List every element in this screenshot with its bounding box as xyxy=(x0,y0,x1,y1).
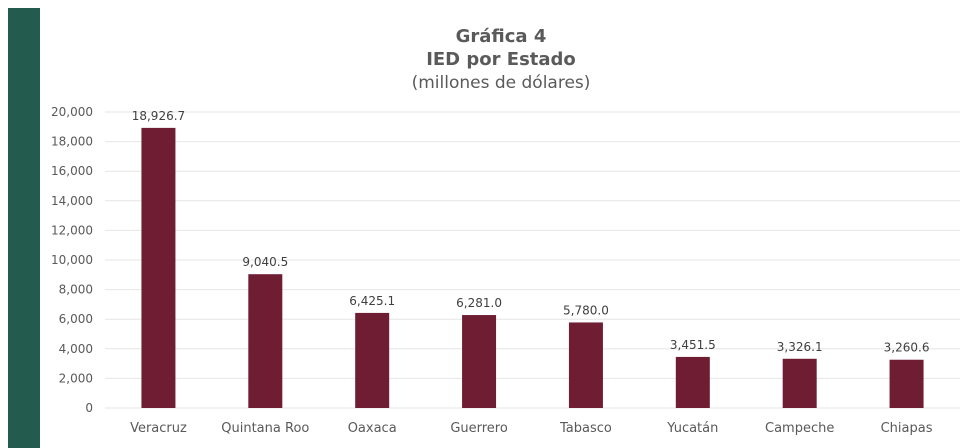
x-category-label: Quintana Roo xyxy=(221,421,309,436)
y-tick-label: 16,000 xyxy=(51,164,93,178)
bar-tabasco xyxy=(568,322,603,408)
x-axis-categories: Veracruz Quintana Roo Oaxaca Guerrero Tabasc… xyxy=(130,421,933,436)
y-tick-label: 8,000 xyxy=(59,283,93,297)
chart-title-block: Gráfica 4 IED por Estado (millones de dó… xyxy=(40,26,962,94)
data-label: 18,926.7 xyxy=(132,109,185,123)
y-tick-label: 20,000 xyxy=(51,105,93,119)
bar-oaxaca xyxy=(355,312,390,408)
chart-unit: (millones de dólares) xyxy=(411,73,591,93)
data-labels: 18,926.7 9,040.5 6,425.1 6,281.0 5,780.0 3,45… xyxy=(132,109,930,355)
data-label: 3,260.6 xyxy=(884,341,930,355)
x-category-label: Yucatán xyxy=(666,421,718,436)
data-label: 9,040.5 xyxy=(242,255,288,269)
chart-title: Gráfica 4 xyxy=(455,26,547,47)
data-label: 6,281.0 xyxy=(456,296,502,310)
bar-quintana-roo xyxy=(248,274,283,408)
data-label: 3,451.5 xyxy=(670,338,716,352)
data-label: 5,780.0 xyxy=(563,303,609,317)
x-category-label: Guerrero xyxy=(450,421,508,436)
y-tick-label: 10,000 xyxy=(51,253,93,267)
y-tick-label: 6,000 xyxy=(59,312,93,326)
gridlines xyxy=(105,111,960,409)
bars xyxy=(141,127,924,409)
bar-veracruz xyxy=(141,127,176,409)
data-label: 6,425.1 xyxy=(349,294,395,308)
y-tick-label: 14,000 xyxy=(51,194,93,208)
y-tick-label: 12,000 xyxy=(51,223,93,237)
y-tick-label: 2,000 xyxy=(59,371,93,385)
bar-campeche xyxy=(782,358,817,408)
y-axis-ticks: 0 2,000 4,000 6,000 8,000 10,000 12,000 14,000 1… xyxy=(51,105,93,415)
x-category-label: Campeche xyxy=(765,421,834,436)
bar-guerrero xyxy=(462,315,497,408)
y-tick-label: 0 xyxy=(85,401,93,415)
x-category-label: Oaxaca xyxy=(348,421,397,436)
accent-side-bar xyxy=(8,8,40,448)
x-category-label: Chiapas xyxy=(881,421,933,436)
bar-yucatán xyxy=(675,356,710,408)
y-tick-label: 18,000 xyxy=(51,135,93,149)
data-label: 3,326.1 xyxy=(777,340,823,354)
y-tick-label: 4,000 xyxy=(59,342,93,356)
chart-subtitle: IED por Estado xyxy=(426,49,576,70)
bar-chiapas xyxy=(889,359,924,408)
x-category-label: Tabasco xyxy=(559,421,612,436)
x-category-label: Veracruz xyxy=(130,421,187,436)
